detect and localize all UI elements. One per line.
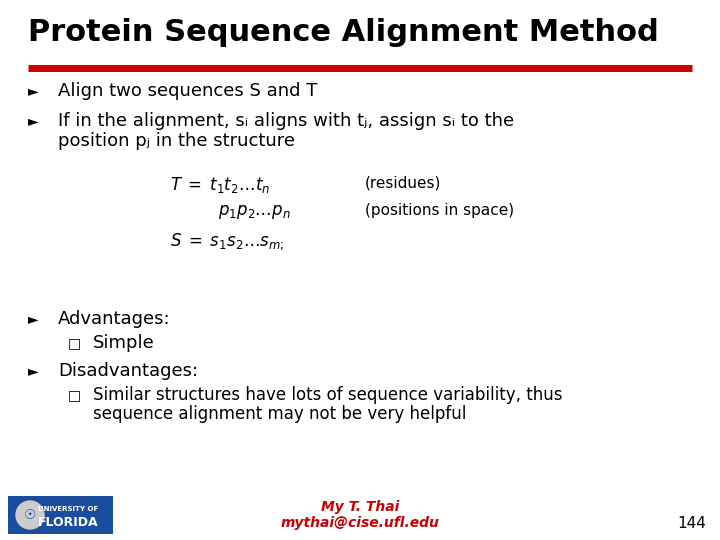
Text: position pⱼ in the structure: position pⱼ in the structure (58, 132, 295, 150)
Text: ►: ► (28, 312, 39, 326)
Text: □: □ (68, 336, 81, 350)
Text: sequence alignment may not be very helpful: sequence alignment may not be very helpf… (93, 405, 467, 423)
Text: UNIVERSITY OF: UNIVERSITY OF (38, 506, 98, 512)
Text: $p_1 p_2 \ldots p_n$: $p_1 p_2 \ldots p_n$ (218, 203, 291, 221)
Text: ►: ► (28, 84, 39, 98)
Text: Align two sequences S and T: Align two sequences S and T (58, 82, 318, 100)
Text: Advantages:: Advantages: (58, 310, 171, 328)
Text: Disadvantages:: Disadvantages: (58, 362, 198, 380)
Text: Simple: Simple (93, 334, 155, 352)
Text: My T. Thai: My T. Thai (321, 500, 399, 514)
Text: (positions in space): (positions in space) (365, 203, 514, 218)
Text: mythai@cise.ufl.edu: mythai@cise.ufl.edu (281, 516, 439, 530)
Text: FLORIDA: FLORIDA (37, 516, 99, 529)
Text: ☉: ☉ (24, 508, 36, 522)
Text: 144: 144 (677, 516, 706, 531)
Text: Similar structures have lots of sequence variability, thus: Similar structures have lots of sequence… (93, 386, 562, 404)
Text: □: □ (68, 388, 81, 402)
Text: If in the alignment, sᵢ aligns with tⱼ, assign sᵢ to the: If in the alignment, sᵢ aligns with tⱼ, … (58, 112, 514, 130)
FancyBboxPatch shape (8, 496, 113, 534)
Text: ►: ► (28, 364, 39, 378)
Text: $T \;=\; t_1 t_2 \ldots t_n$: $T \;=\; t_1 t_2 \ldots t_n$ (170, 175, 270, 195)
Text: ►: ► (28, 114, 39, 128)
Circle shape (16, 501, 44, 529)
Text: Protein Sequence Alignment Method: Protein Sequence Alignment Method (28, 18, 659, 47)
Text: $S \;=\; s_1 s_2 \ldots s_{m;}$: $S \;=\; s_1 s_2 \ldots s_{m;}$ (170, 231, 284, 252)
Text: (residues): (residues) (365, 175, 441, 190)
